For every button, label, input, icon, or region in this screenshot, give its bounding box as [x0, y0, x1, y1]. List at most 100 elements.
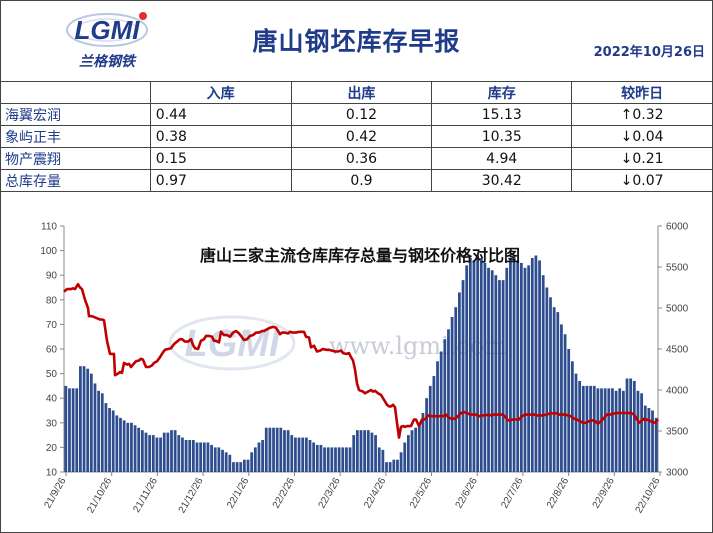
row-stock: 15.13 [431, 103, 573, 126]
inventory-bar [417, 422, 421, 472]
row-out: 0.42 [290, 125, 433, 148]
inventory-bar [545, 287, 549, 472]
x-tick-label: 22/9/26 [591, 476, 617, 511]
inventory-bar [199, 442, 203, 472]
inventory-bar [337, 447, 341, 472]
inventory-price-chart: LGMI www.lgmi.com102030405060708090100110… [40, 222, 689, 516]
x-tick-label: 22/4/26 [362, 476, 388, 511]
left-tick-label: 10 [46, 468, 58, 479]
row-name: 总库存量 [0, 169, 151, 192]
inventory-bar [155, 437, 159, 472]
inventory-bar [89, 373, 93, 472]
row-in: 0.38 [149, 125, 292, 148]
inventory-bar [556, 312, 560, 472]
inventory-bar [359, 430, 363, 472]
inventory-bar [272, 427, 275, 472]
right-tick-label: 4500 [666, 345, 689, 356]
inventory-bar [643, 405, 647, 472]
row-out: 0.12 [290, 103, 433, 126]
inventory-bar [308, 440, 312, 472]
inventory-bar [257, 442, 261, 472]
table-header-row: 入库 出库 库存 较昨日 [0, 81, 713, 104]
inventory-bar [487, 267, 490, 472]
inventory-bar [458, 292, 461, 472]
inventory-bar [159, 437, 162, 472]
inventory-bar [509, 257, 512, 472]
inventory-bar [414, 427, 418, 472]
inventory-bar [443, 339, 447, 472]
inventory-bar [366, 430, 370, 472]
inventory-bar [283, 430, 286, 472]
inventory-bar [425, 398, 428, 472]
x-tick-label: 22/7/26 [499, 476, 525, 511]
inventory-bar [301, 437, 305, 472]
inventory-bar [523, 267, 527, 472]
row-in: 0.97 [149, 169, 292, 192]
x-tick-label: 22/5/26 [408, 476, 434, 511]
inventory-bar [108, 408, 111, 472]
price-line [63, 282, 659, 439]
row-in: 0.44 [149, 103, 292, 126]
inventory-bar [538, 260, 541, 472]
header-stock: 库存 [431, 81, 573, 104]
inventory-bar [177, 435, 181, 472]
inventory-bar [498, 280, 501, 472]
inventory-bar [549, 297, 552, 472]
inventory-bar [381, 449, 385, 472]
right-tick-label: 5000 [666, 304, 689, 315]
x-tick-label: 22/8/26 [545, 476, 571, 511]
x-tick-label: 21/12/26 [177, 476, 206, 516]
left-tick-label: 110 [41, 222, 57, 233]
inventory-bar [148, 435, 152, 472]
inventory-bar [534, 255, 538, 472]
inventory-bar [494, 275, 498, 472]
x-tick-label: 22/1/26 [225, 476, 251, 511]
inventory-bar [275, 427, 279, 472]
inventory-bar [184, 440, 188, 472]
left-tick-label: 60 [46, 345, 58, 356]
inventory-bar [447, 329, 450, 472]
inventory-bar [144, 432, 148, 472]
row-stock: 4.94 [431, 147, 573, 170]
inventory-bar [75, 388, 79, 472]
inventory-bar [607, 388, 611, 472]
inventory-bar [374, 435, 377, 472]
inventory-bar [600, 388, 603, 472]
inventory-bar [111, 410, 115, 472]
svg-text:LGMI: LGMI [75, 15, 141, 45]
inventory-bar [519, 262, 523, 472]
inventory-bar [632, 380, 636, 472]
inventory-bar [527, 265, 531, 472]
inventory-bar [122, 420, 126, 472]
inventory-bar [334, 447, 337, 472]
inventory-bar [228, 454, 232, 472]
inventory-bar [202, 442, 206, 472]
inventory-bar [294, 437, 297, 472]
right-tick-label: 3000 [666, 468, 689, 479]
x-tick-label: 22/3/26 [317, 476, 343, 511]
inventory-bar [221, 449, 224, 472]
right-tick-label: 6000 [666, 222, 689, 233]
inventory-bar [312, 442, 316, 472]
row-in: 0.15 [149, 147, 292, 170]
inventory-bar [377, 447, 381, 472]
left-tick-label: 50 [46, 369, 58, 380]
inventory-bar [461, 280, 465, 472]
inventory-bar [297, 437, 301, 472]
inventory-bar [166, 432, 170, 472]
inventory-bar [392, 459, 396, 472]
inventory-bar [421, 412, 425, 472]
inventory-bar [654, 417, 658, 472]
inventory-bar [326, 447, 330, 472]
inventory-bar [410, 430, 414, 472]
inventory-bar [516, 260, 520, 472]
row-name: 象屿正丰 [0, 125, 151, 148]
inventory-bar [304, 437, 308, 472]
left-tick-label: 90 [46, 271, 58, 282]
inventory-bar [64, 385, 68, 472]
header-in: 入库 [149, 81, 292, 104]
inventory-bar [253, 447, 257, 472]
row-stock: 30.42 [431, 169, 573, 192]
inventory-bar [345, 447, 348, 472]
right-tick-label: 3500 [666, 427, 689, 438]
